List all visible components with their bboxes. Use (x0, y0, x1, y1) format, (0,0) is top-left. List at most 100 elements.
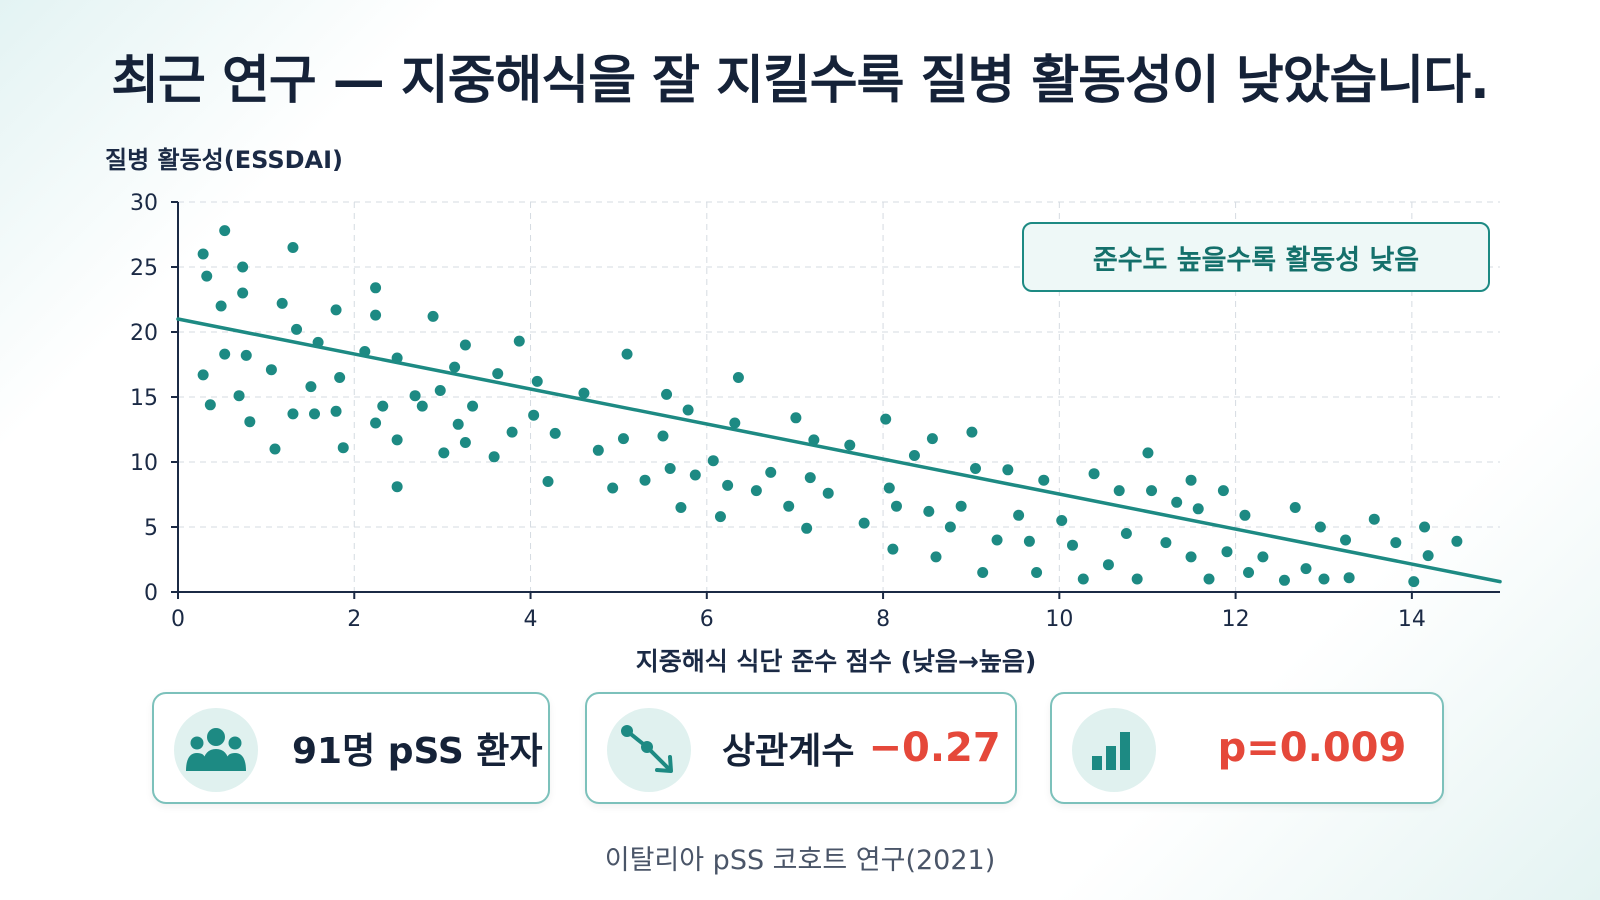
y-tick-label: 20 (130, 321, 158, 346)
data-point (858, 517, 870, 529)
data-point (287, 242, 299, 253)
scatter-chart: 0 5 10 15 20 25 30 0 2 4 6 8 10 12 14 질병 활동성(ESSDAI) 지… (105, 146, 1502, 676)
data-point (1056, 515, 1068, 526)
stat-card-correlation: 상관계수 −0.27 (585, 692, 1017, 804)
data-point (1408, 576, 1420, 588)
data-point (1146, 485, 1158, 497)
y-tick-label: 5 (144, 516, 158, 541)
x-tick-label: 6 (700, 607, 714, 632)
data-point (233, 390, 245, 402)
data-point (265, 364, 277, 376)
y-tick-label: 25 (130, 256, 158, 281)
data-point (219, 348, 231, 360)
data-point (1239, 509, 1251, 521)
data-point (416, 400, 428, 412)
data-point (729, 417, 741, 429)
data-point (513, 335, 525, 347)
data-point (908, 450, 920, 461)
y-tick-label: 15 (130, 386, 158, 411)
data-point (621, 348, 633, 360)
data-point (1131, 573, 1143, 585)
data-point (765, 466, 777, 478)
stat-card-pvalue: p=0.009 (1050, 692, 1444, 804)
data-point (269, 443, 281, 455)
data-point (1419, 521, 1431, 533)
data-point (287, 408, 299, 420)
data-point (459, 437, 471, 448)
x-tick-label: 8 (876, 607, 890, 632)
data-point (237, 287, 249, 299)
data-point (944, 521, 956, 533)
data-point (1031, 567, 1043, 578)
data-point (1088, 468, 1100, 480)
x-axis-label: 지중해식 식단 준수 점수 (낮음→높음) (636, 647, 1037, 676)
bar-chart-icon (1072, 708, 1156, 792)
stat-label: 91명 pSS 환자 (292, 731, 543, 772)
data-point (930, 551, 942, 563)
data-point (506, 426, 518, 438)
data-point (377, 400, 389, 412)
data-point (801, 522, 813, 534)
data-point (197, 248, 209, 260)
data-point (991, 534, 1003, 546)
data-point (1113, 485, 1125, 497)
data-point (204, 399, 216, 411)
data-point (1120, 528, 1132, 539)
data-point (592, 444, 604, 456)
data-point (438, 447, 450, 459)
data-point (391, 434, 403, 446)
data-point (977, 567, 989, 578)
data-point (926, 433, 938, 445)
data-point (955, 500, 967, 512)
data-point (531, 375, 543, 387)
x-tick-label: 12 (1222, 607, 1250, 632)
data-point (607, 482, 619, 494)
data-point (528, 409, 540, 421)
data-point (449, 361, 461, 373)
data-point (1067, 539, 1079, 551)
x-tick-label: 0 (171, 607, 185, 632)
data-point (276, 297, 288, 309)
data-point (334, 372, 346, 383)
data-point (1171, 496, 1183, 508)
data-point (750, 485, 762, 497)
data-point (1185, 474, 1197, 486)
page-title: 최근 연구 — 지중해식을 잘 지킬수록 질병 활동성이 낮았습니다. (111, 51, 1490, 111)
data-point (578, 387, 590, 399)
data-point (201, 270, 213, 282)
data-point (722, 479, 734, 491)
data-point (427, 310, 439, 322)
data-point (467, 400, 479, 412)
data-point (808, 434, 820, 446)
data-point (542, 476, 554, 487)
data-point (664, 463, 676, 474)
correlation-value: −0.27 (868, 725, 1001, 771)
data-point (790, 412, 802, 424)
data-point (822, 487, 834, 499)
data-point (1023, 535, 1035, 547)
tick-labels: 0 5 10 15 20 25 30 0 2 4 6 8 10 12 14 (130, 191, 1426, 632)
data-point (370, 417, 382, 429)
data-point (305, 381, 317, 393)
data-point (844, 439, 856, 451)
stat-card-patients: 91명 pSS 환자 (152, 692, 550, 804)
data-point (890, 500, 902, 512)
annotation-box: 준수도 높을수록 활동성 낮음 (1022, 222, 1490, 292)
data-point (1368, 513, 1380, 525)
data-point (617, 433, 629, 445)
data-point (1451, 535, 1463, 547)
data-point (291, 323, 303, 335)
trendline (176, 317, 1502, 584)
data-point (434, 385, 446, 396)
data-point (1343, 572, 1355, 584)
data-point (661, 388, 673, 400)
data-point (657, 430, 669, 442)
data-point (1289, 502, 1301, 513)
scatter-chart-svg: 0 5 10 15 20 25 30 0 2 4 6 8 10 12 14 질병 활동성(ESSDAI) 지… (105, 146, 1502, 676)
y-tick-label: 10 (130, 451, 158, 476)
data-point (370, 282, 382, 294)
downward-trend-icon (607, 708, 691, 792)
data-point (783, 500, 795, 512)
data-point (689, 469, 701, 481)
data-point (370, 309, 382, 321)
